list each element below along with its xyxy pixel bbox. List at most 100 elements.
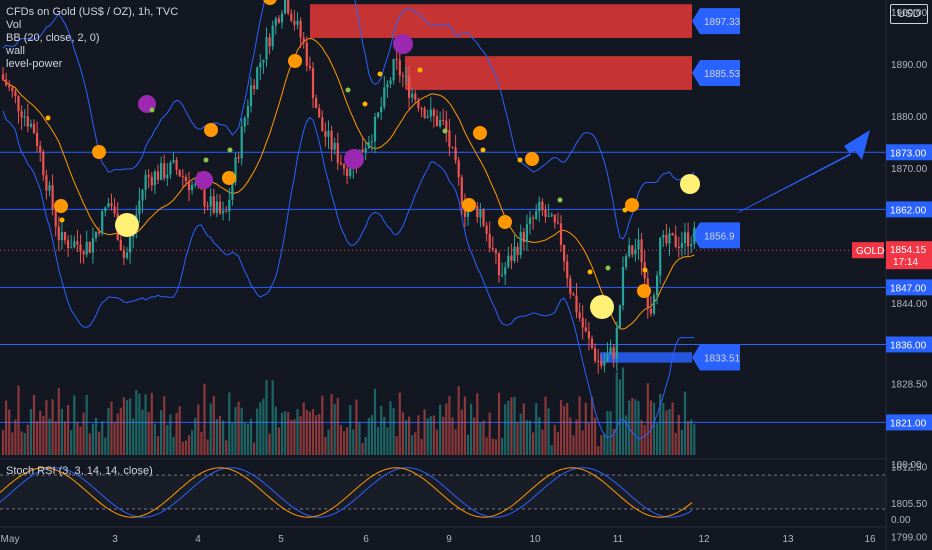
candle-body — [259, 62, 262, 68]
volume-bar — [116, 413, 119, 455]
level-price-label: 1873.00 — [890, 148, 927, 159]
candle-body — [129, 236, 132, 253]
volume-bar — [305, 409, 308, 455]
volume-bar — [194, 417, 197, 455]
candle-body — [488, 233, 491, 248]
volume-bar — [426, 418, 429, 455]
wall-price-tag — [692, 60, 740, 87]
volume-bar — [572, 435, 575, 455]
candle-body — [8, 85, 11, 88]
time-tick: May — [1, 534, 20, 545]
candle-body — [553, 214, 556, 223]
volume-bar — [246, 423, 249, 455]
candle-body — [91, 238, 94, 253]
candle-body — [274, 18, 277, 26]
volume-bar — [299, 415, 302, 455]
volume-bar — [88, 433, 91, 455]
stoch-rsi-label[interactable]: Stoch RSI (3, 3, 14, 14, close) — [6, 465, 153, 477]
volume-bar — [693, 424, 696, 455]
candle-body — [237, 157, 240, 159]
candle-body — [14, 91, 17, 96]
candle-body — [218, 201, 222, 214]
candle-body — [110, 203, 113, 207]
volume-bar — [609, 411, 612, 455]
signal-marker — [288, 54, 302, 68]
volume-bar — [482, 420, 485, 455]
signal-dot — [587, 269, 593, 275]
volume-bar — [222, 420, 225, 455]
countdown-label: 17:14 — [893, 257, 918, 268]
time-tick: 11 — [613, 534, 624, 545]
volume-bar — [11, 432, 14, 455]
signal-marker — [204, 123, 218, 137]
volume-bar — [662, 402, 665, 455]
candle-body — [538, 201, 541, 212]
signal-marker — [393, 34, 413, 54]
candle-body — [256, 67, 259, 89]
candle-body — [311, 68, 315, 99]
volume-bar — [615, 372, 618, 455]
legend-vol[interactable]: Vol — [6, 19, 22, 31]
candle-body — [243, 117, 246, 127]
volume-bar — [169, 414, 172, 455]
candle-body — [318, 108, 321, 118]
candle-body — [160, 163, 163, 180]
volume-bar — [581, 430, 584, 455]
candle-body — [547, 215, 550, 217]
candle-body — [321, 117, 324, 132]
candle-body — [246, 106, 249, 118]
candle-body — [463, 204, 466, 217]
volume-bar — [649, 400, 652, 455]
volume-bar — [125, 400, 129, 455]
candle-body — [404, 76, 408, 78]
volume-bar — [358, 422, 361, 455]
volume-bar — [395, 436, 398, 455]
signal-marker — [525, 152, 539, 166]
candle-body — [51, 185, 54, 210]
volume-bar — [290, 419, 293, 455]
candle-body — [544, 209, 547, 217]
volume-bar — [203, 383, 206, 455]
volume-bar — [119, 407, 122, 455]
volume-bar — [659, 393, 662, 455]
candle-body — [519, 231, 522, 255]
candle-body — [652, 295, 656, 314]
volume-bar — [271, 380, 274, 455]
candle-body — [687, 232, 690, 247]
candle-body — [5, 79, 8, 86]
candle-body — [302, 37, 305, 43]
candle-body — [346, 168, 349, 176]
candle-body — [57, 226, 60, 241]
volume-bar — [327, 429, 330, 455]
volume-bar — [671, 402, 674, 455]
candle-body — [426, 116, 429, 118]
candle-body — [166, 174, 169, 179]
volume-bar — [674, 432, 677, 455]
legend-bb[interactable]: BB (20, close, 2, 0) — [6, 32, 100, 44]
volume-bar — [470, 403, 473, 455]
candle-body — [606, 354, 609, 362]
volume-bar — [386, 427, 389, 455]
volume-bar — [8, 409, 11, 455]
volume-bar — [308, 411, 311, 455]
volume-bar — [346, 427, 349, 455]
candle-body — [587, 331, 590, 339]
candle-body — [674, 235, 677, 247]
candle-body — [119, 239, 122, 251]
volume-bar — [48, 418, 51, 455]
candle-body — [231, 182, 234, 201]
candle-body — [621, 267, 625, 306]
legend-level-power[interactable]: level-power — [6, 58, 63, 70]
currency-button[interactable]: USD — [890, 4, 928, 24]
time-tick: 10 — [529, 534, 541, 545]
volume-bar — [494, 439, 497, 455]
symbol-title[interactable]: CFDs on Gold (US$ / OZ), 1h, TVC — [6, 6, 179, 18]
candle-body — [578, 312, 581, 318]
wall-price-label: 1856.9 — [704, 231, 735, 242]
legend-wall[interactable]: wall — [6, 45, 25, 57]
candle-body — [612, 347, 615, 359]
candle-body — [147, 174, 150, 177]
volume-bar — [342, 431, 346, 455]
volume-bar — [553, 424, 556, 455]
